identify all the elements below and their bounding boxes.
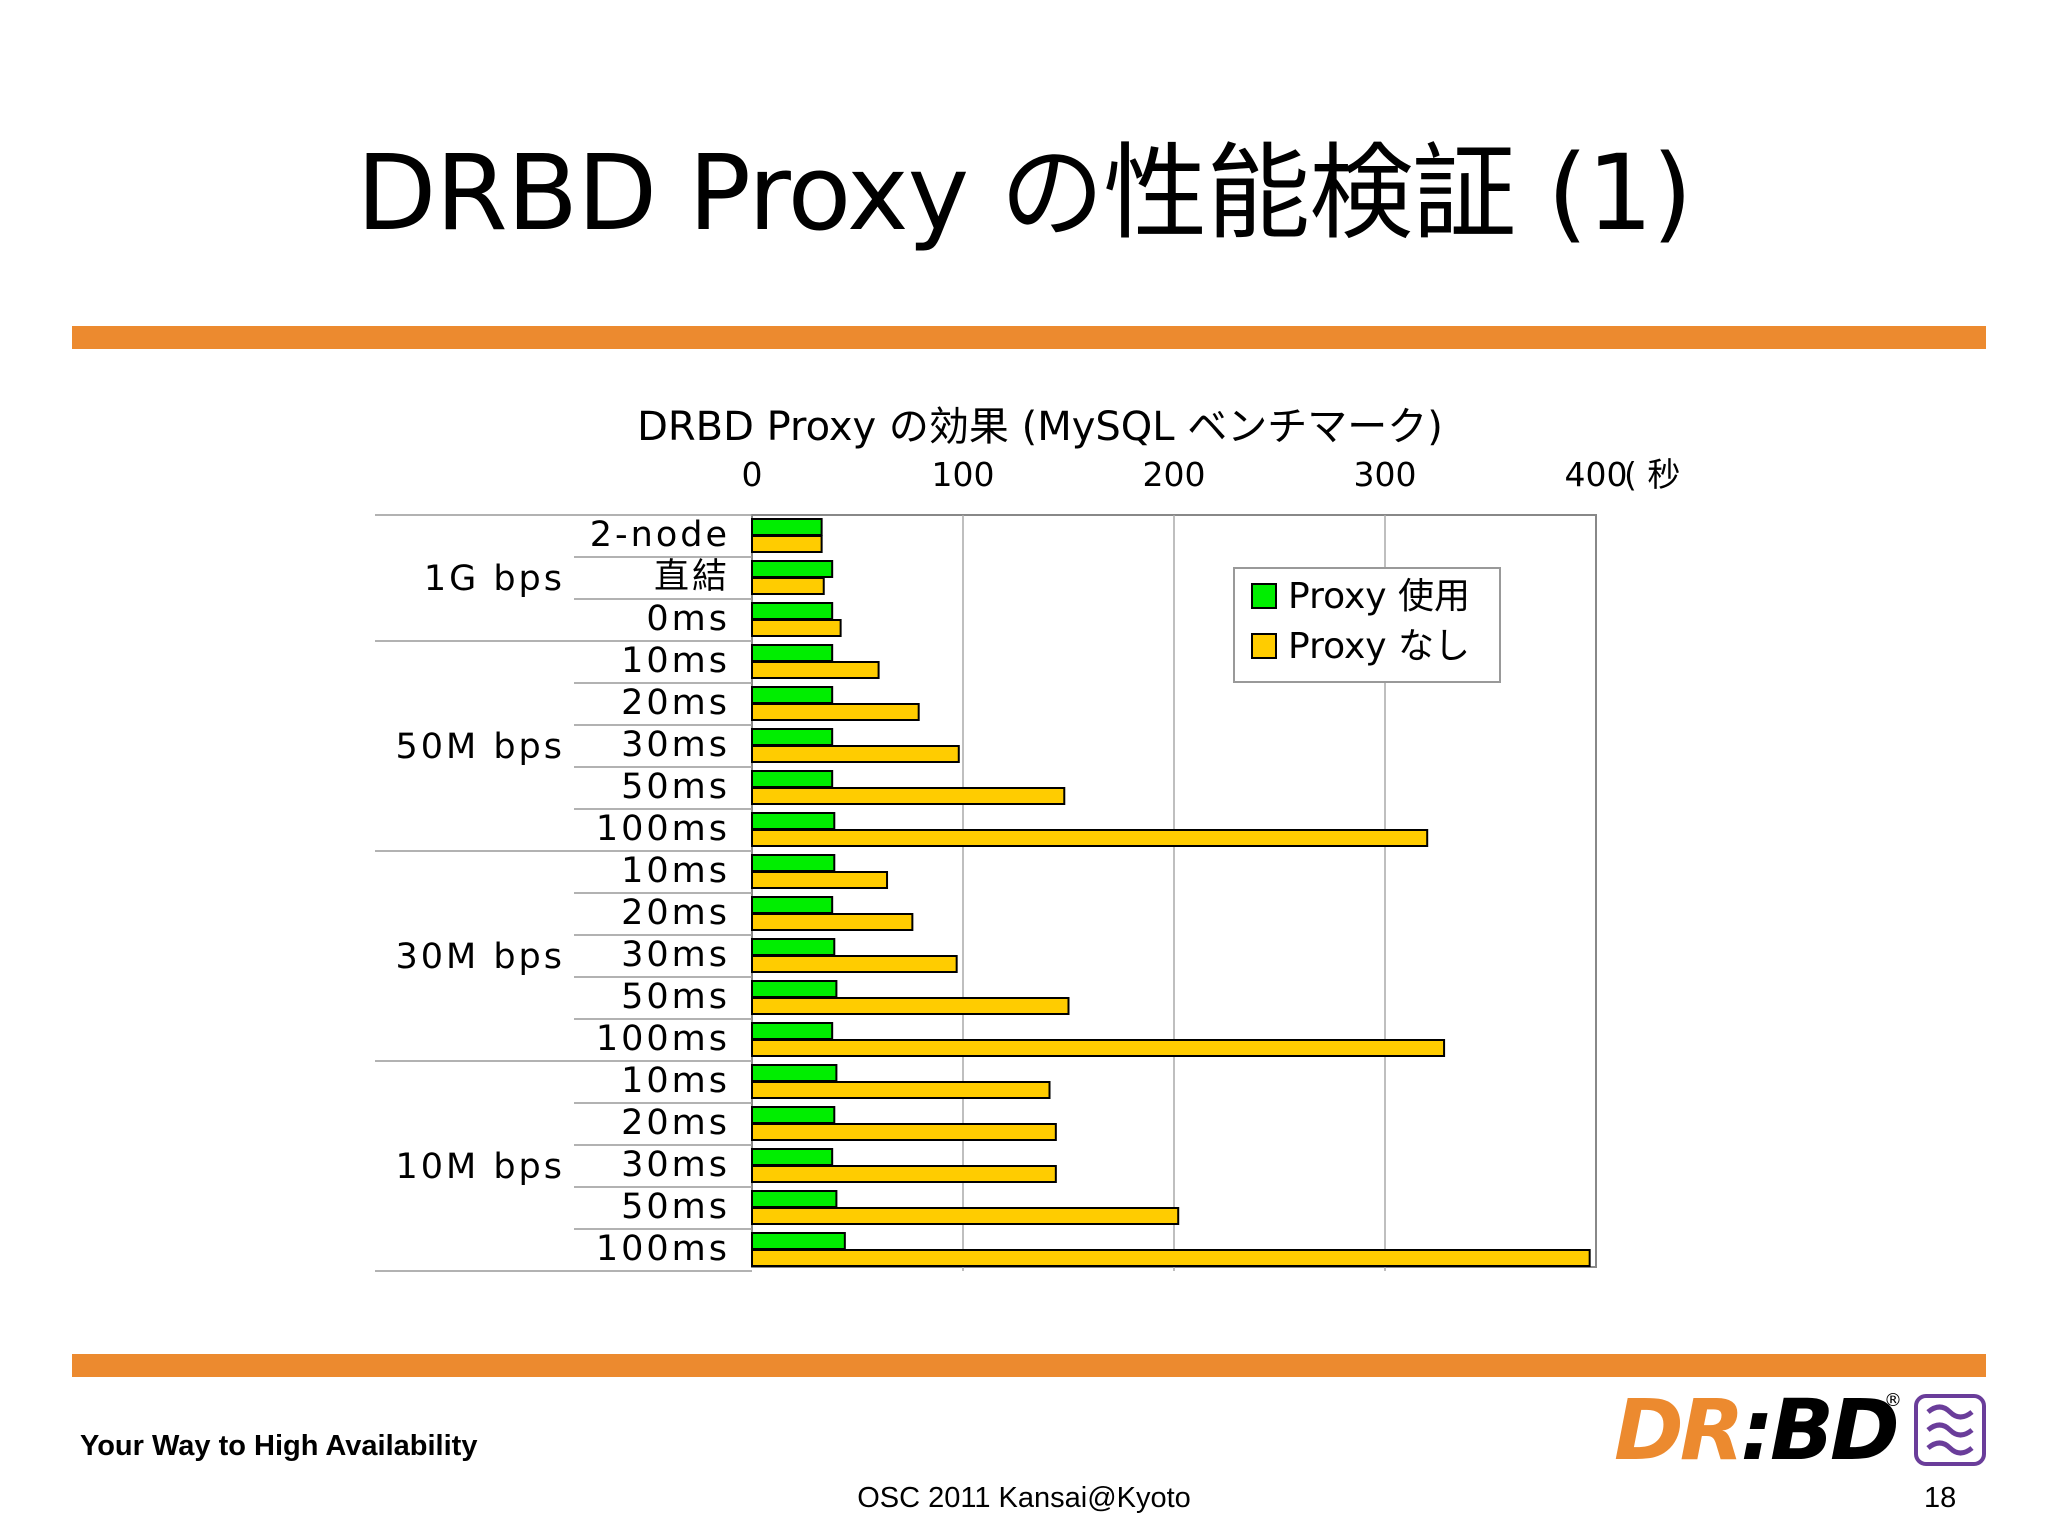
bar-proxy-on xyxy=(751,560,834,578)
category-labels: 2-node直結0ms10ms20ms30ms50ms100ms10ms20ms… xyxy=(590,515,730,1269)
legend: Proxy 使用 Proxy なし xyxy=(1233,567,1501,683)
bar-proxy-off xyxy=(751,829,1429,847)
bar-proxy-on xyxy=(751,1064,838,1082)
bars xyxy=(751,518,1591,1267)
category-label: 10ms xyxy=(621,851,730,891)
category-label: 10ms xyxy=(621,1061,730,1101)
category-label: 50ms xyxy=(621,767,730,807)
bar-proxy-on xyxy=(751,812,836,830)
bar-proxy-off xyxy=(751,1165,1057,1183)
bar-proxy-off xyxy=(751,1081,1051,1099)
benchmark-bar-chart: DRBD Proxy の効果 (MySQL ベンチマーク) ( 秒 0 100 20… xyxy=(375,404,1680,1272)
bar-proxy-on xyxy=(751,518,823,536)
logo-wordmark: DR:BD xyxy=(1614,1381,1900,1479)
category-label: 直結 xyxy=(654,557,730,597)
bar-proxy-off xyxy=(751,871,889,889)
legend-swatch-proxy-off xyxy=(1251,633,1277,659)
row-dividers xyxy=(375,514,752,1272)
x-tick-labels: 0 100 200 300 400 xyxy=(742,455,1628,494)
registered-mark: ® xyxy=(1884,1390,1902,1411)
bar-proxy-on xyxy=(751,1190,838,1208)
bar-proxy-off xyxy=(751,745,960,763)
legend-swatch-proxy-on xyxy=(1251,583,1277,609)
category-label: 50ms xyxy=(621,1187,730,1227)
bar-proxy-off xyxy=(751,1123,1057,1141)
drbd-logo: DR:BD ® xyxy=(1614,1381,1994,1480)
chart-title: DRBD Proxy の効果 (MySQL ベンチマーク) xyxy=(637,404,1443,450)
category-label: 20ms xyxy=(621,683,730,723)
bar-proxy-on xyxy=(751,1022,834,1040)
legend-label-proxy-off: Proxy なし xyxy=(1288,626,1470,667)
bar-proxy-on xyxy=(751,980,838,998)
group-label: 50M bps xyxy=(395,727,565,767)
category-label: 20ms xyxy=(621,1103,730,1143)
category-label: 50ms xyxy=(621,977,730,1017)
category-label: 2-node xyxy=(590,515,730,555)
category-label: 100ms xyxy=(596,809,730,849)
category-label: 30ms xyxy=(621,1145,730,1185)
x-tick-label: 300 xyxy=(1354,455,1417,494)
bar-proxy-off xyxy=(751,535,823,553)
category-label: 10ms xyxy=(621,641,730,681)
category-label: 0ms xyxy=(646,599,730,639)
bar-proxy-off xyxy=(751,955,958,973)
drbd-mark-icon xyxy=(1914,1394,1986,1466)
category-label: 30ms xyxy=(621,935,730,975)
bar-proxy-off xyxy=(751,1249,1591,1267)
bar-proxy-on xyxy=(751,1148,834,1166)
bar-proxy-off xyxy=(751,913,914,931)
category-label: 20ms xyxy=(621,893,730,933)
page-number: 18 xyxy=(1924,1482,1957,1514)
bar-proxy-off xyxy=(751,787,1066,805)
legend-label-proxy-on: Proxy 使用 xyxy=(1288,576,1470,617)
bar-proxy-off xyxy=(751,997,1070,1015)
bar-proxy-off xyxy=(751,661,880,679)
bar-proxy-on xyxy=(751,686,834,704)
bar-proxy-on xyxy=(751,728,834,746)
bar-proxy-on xyxy=(751,896,834,914)
bottom-divider xyxy=(72,1354,1986,1377)
group-label: 30M bps xyxy=(395,937,565,977)
bar-proxy-off xyxy=(751,1207,1180,1225)
bar-proxy-on xyxy=(751,1106,836,1124)
bar-proxy-off xyxy=(751,577,825,595)
bar-proxy-on xyxy=(751,602,834,620)
bar-proxy-on xyxy=(751,770,834,788)
footer-event: OSC 2011 Kansai@Kyoto xyxy=(857,1482,1191,1514)
x-tick-label: 200 xyxy=(1143,455,1206,494)
group-label: 10M bps xyxy=(395,1147,565,1187)
x-tick-label: 400 xyxy=(1565,455,1628,494)
group-labels: 1G bps 50M bps 30M bps 10M bps xyxy=(395,559,565,1187)
bar-proxy-off xyxy=(751,619,842,637)
x-tick-label: 0 xyxy=(742,455,763,494)
bar-proxy-on xyxy=(751,938,836,956)
x-tick-label: 100 xyxy=(932,455,995,494)
bar-proxy-off xyxy=(751,703,920,721)
slide-title: DRBD Proxy の性能検証 (1) xyxy=(356,132,1692,254)
bar-proxy-on xyxy=(751,1232,846,1250)
x-axis-unit-label: ( 秒 xyxy=(1624,455,1680,494)
bar-proxy-off xyxy=(751,1039,1446,1057)
category-label: 30ms xyxy=(621,725,730,765)
bar-proxy-on xyxy=(751,644,834,662)
bar-proxy-on xyxy=(751,854,836,872)
legend-box xyxy=(1233,567,1501,683)
top-divider xyxy=(72,326,1986,349)
category-label: 100ms xyxy=(596,1019,730,1059)
group-label: 1G bps xyxy=(424,559,565,599)
tagline: Your Way to High Availability xyxy=(80,1430,478,1462)
category-label: 100ms xyxy=(596,1229,730,1269)
